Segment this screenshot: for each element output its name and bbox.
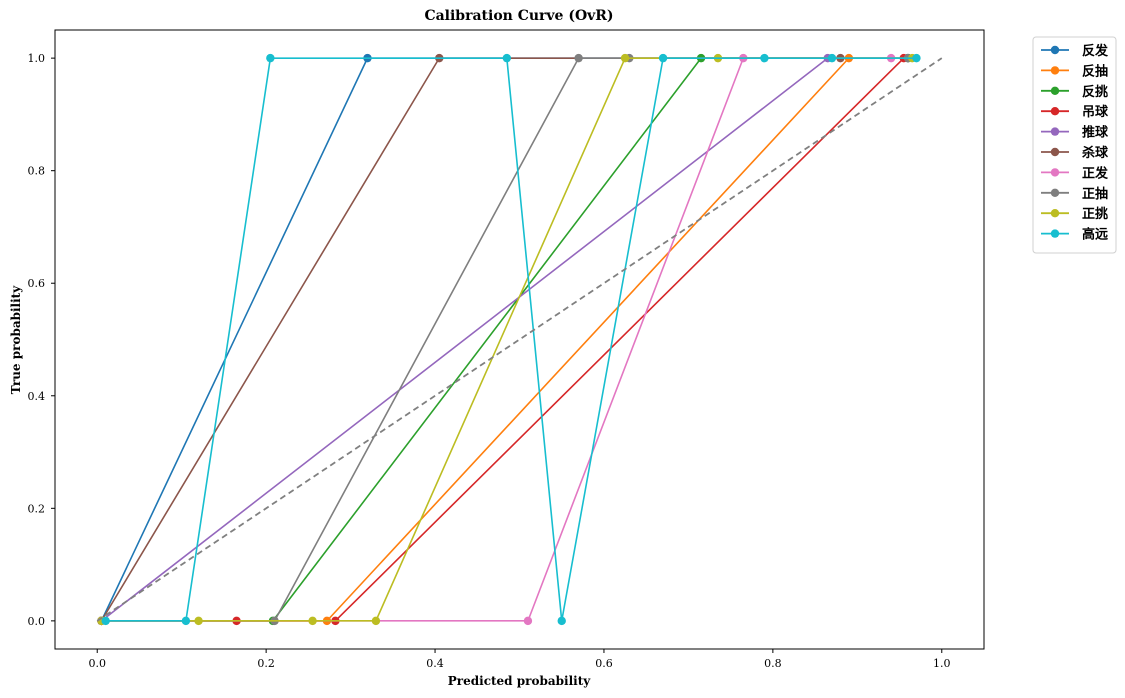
plot-area: [54, 29, 985, 650]
x-axis-label: Predicted probability: [448, 674, 591, 688]
y-tick-label: 0.8: [28, 165, 46, 178]
x-tick-label: 0.6: [595, 657, 613, 670]
data-point: [574, 53, 583, 63]
data-point: [523, 616, 533, 626]
data-point: [194, 616, 203, 626]
data-point: [912, 53, 921, 63]
data-point: [658, 53, 668, 63]
data-point: [827, 53, 837, 63]
data-point: [557, 616, 566, 626]
x-tick-label: 0.2: [257, 657, 275, 670]
legend-label: 吊球: [1082, 104, 1109, 120]
legend-label: 正抽: [1082, 186, 1108, 202]
y-tick-label: 0.0: [28, 615, 46, 628]
data-point: [101, 616, 110, 626]
legend-item: 反发: [1041, 43, 1109, 59]
legend-swatch-marker: [1050, 66, 1060, 75]
legend-item: 正抽: [1041, 186, 1108, 202]
y-tick-label: 0.4: [28, 390, 46, 403]
legend-swatch-marker: [1050, 127, 1060, 136]
legend-item: 推球: [1041, 125, 1109, 141]
legend-label: 反抽: [1082, 63, 1108, 79]
reference-line: [96, 57, 943, 622]
legend-item: 杀球: [1041, 145, 1109, 161]
x-tick-label: 0.8: [764, 657, 782, 670]
legend-swatch-marker: [1050, 86, 1060, 96]
data-point: [181, 616, 191, 626]
legend-item: 反抽: [1041, 63, 1108, 79]
y-tick-label: 0.2: [28, 502, 46, 515]
legend-swatch-marker: [1050, 147, 1060, 157]
legend-label: 杀球: [1082, 145, 1109, 161]
legend-label: 正发: [1082, 165, 1109, 181]
data-point: [308, 616, 317, 626]
legend-label: 高远: [1082, 227, 1108, 243]
legend-swatch-marker: [1050, 45, 1060, 55]
legend-swatch-marker: [1050, 229, 1060, 238]
legend-swatch-marker: [1050, 209, 1060, 218]
legend-item: 正发: [1041, 165, 1109, 181]
legend-item: 反挑: [1041, 84, 1108, 100]
legend-label: 正挑: [1082, 206, 1108, 222]
data-point: [620, 53, 630, 63]
y-tick-label: 1.0: [28, 52, 46, 65]
legend-label: 反发: [1082, 43, 1109, 59]
legend-item: 吊球: [1041, 104, 1109, 120]
data-point: [760, 53, 769, 63]
legend-label: 反挑: [1082, 84, 1108, 100]
series-10: [101, 53, 921, 626]
y-tick-label: 0.6: [28, 277, 46, 290]
data-point: [371, 616, 381, 626]
x-tick-label: 0.4: [426, 657, 444, 670]
axes-frame: [54, 29, 985, 650]
legend-item: 高远: [1041, 227, 1108, 243]
data-point: [502, 53, 512, 63]
legend-swatch-marker: [1050, 188, 1060, 197]
legend-swatch-marker: [1050, 107, 1060, 116]
data-point: [266, 53, 275, 63]
x-tick-label: 1.0: [933, 657, 951, 670]
axis-ticks: 0.0 0.2 0.4 0.6 0.8 1.0 0.0 0.2 0.4 0.6 0.8 1.0: [28, 52, 951, 670]
x-tick-label: 0.0: [88, 657, 106, 670]
chart-title: Calibration Curve (OvR): [424, 8, 613, 24]
y-axis-label: True probability: [9, 285, 23, 394]
legend-swatch-marker: [1050, 168, 1060, 177]
legend-item: 正挑: [1041, 206, 1108, 222]
legend-label: 推球: [1082, 125, 1109, 141]
